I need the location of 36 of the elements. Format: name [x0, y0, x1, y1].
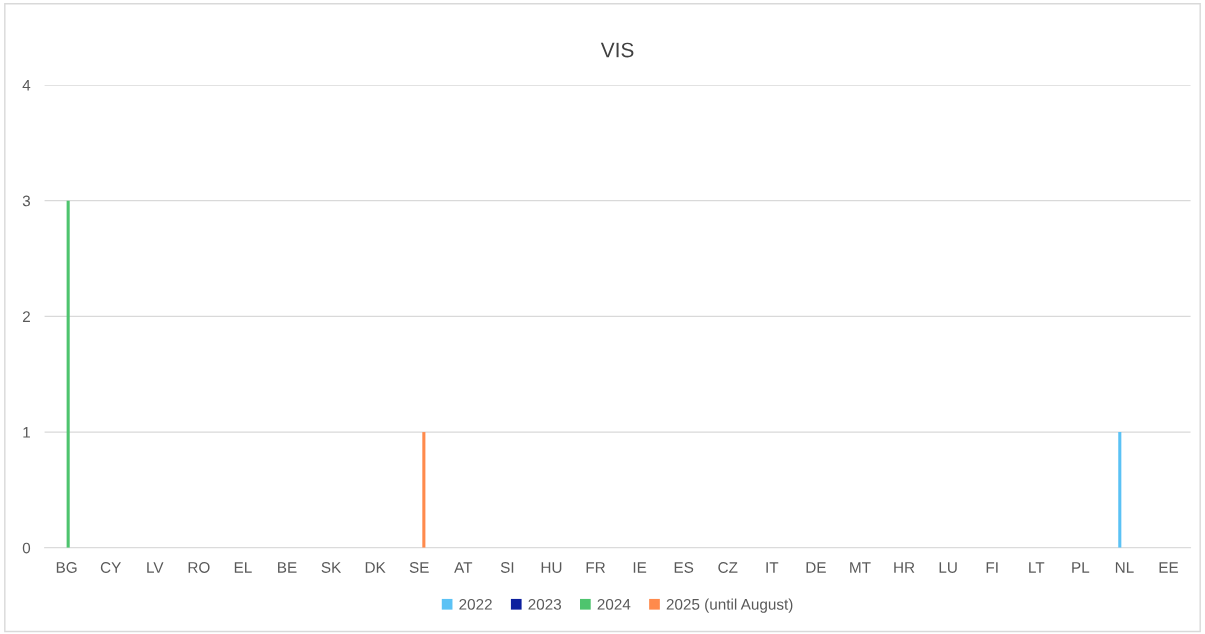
x-tick-label: PL	[1072, 562, 1090, 573]
y-tick-label: 0	[22, 542, 31, 554]
x-tick-label: HR	[894, 562, 915, 573]
x-tick-label: EE	[1159, 562, 1179, 573]
x-tick-label: RO	[188, 562, 210, 573]
x-tick-label: CY	[100, 562, 121, 573]
x-tick-label: IE	[633, 562, 647, 573]
y-tick-label: 2	[22, 311, 30, 322]
y-tick-label: 4	[22, 79, 31, 91]
x-tick-label: CZ	[718, 562, 738, 573]
legend-label: 2024	[597, 598, 631, 610]
x-tick-label: SI	[500, 562, 514, 573]
x-tick-label: FR	[586, 562, 605, 573]
y-tick-label: 1	[23, 427, 30, 438]
legend-label: 2025 (until August)	[666, 598, 793, 613]
x-tick-label: LU	[939, 562, 957, 573]
x-tick-label: DK	[365, 562, 386, 573]
y-tick-label: 3	[22, 195, 31, 207]
x-tick-label: LV	[147, 562, 164, 573]
x-tick-label: HU	[541, 562, 562, 573]
x-tick-label: DE	[806, 562, 826, 573]
x-tick-label: IT	[766, 562, 779, 573]
x-tick-label: SK	[321, 562, 342, 573]
x-tick-label: BG	[56, 562, 77, 573]
x-tick-label: MT	[850, 562, 871, 573]
legend-label: 2022	[459, 598, 492, 610]
x-tick-label: AT	[454, 562, 473, 573]
x-tick-label: EL	[234, 562, 252, 573]
x-tick-label: BE	[278, 562, 297, 573]
x-tick-label: LT	[1029, 562, 1045, 573]
chart-title: VIS	[600, 42, 634, 58]
x-tick-label: ES	[674, 562, 694, 573]
legend-label: 2023	[528, 598, 562, 610]
x-tick-label: FI	[986, 562, 998, 573]
x-tick-label: SE	[409, 562, 429, 573]
x-tick-label: NL	[1115, 562, 1134, 573]
